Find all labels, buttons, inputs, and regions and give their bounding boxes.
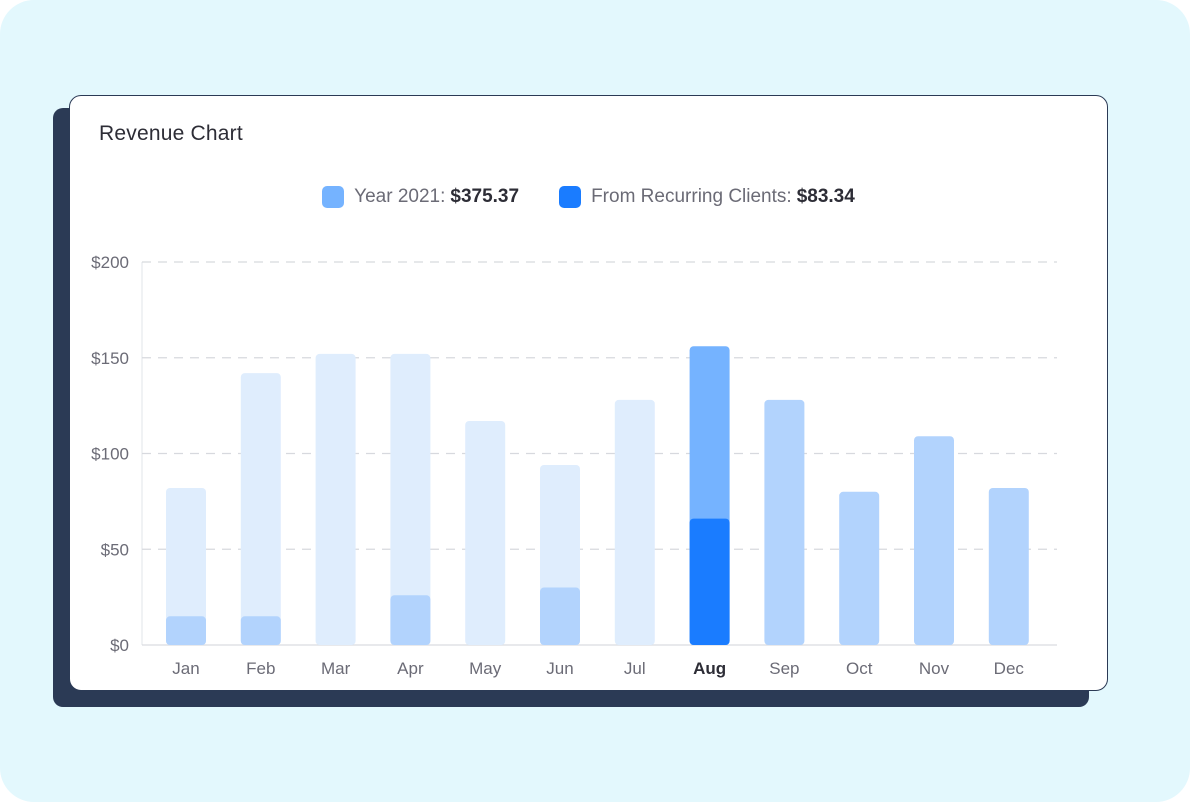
- legend-item-recurring-clients[interactable]: From Recurring Clients: $83.34: [559, 186, 855, 208]
- bar-recurring-jun[interactable]: [540, 587, 580, 645]
- y-tick-label: $200: [91, 253, 129, 272]
- legend-value-recurring-clients: $83.34: [796, 186, 855, 207]
- bar-chart-plot: $0 $50 $100 $150 $200 Jan Feb Mar Apr May Jun Jul Au…: [91, 253, 1057, 678]
- bar-recurring-feb[interactable]: [240, 616, 281, 645]
- x-tick-label-nov: Nov: [919, 659, 950, 678]
- bar-recurring-aug[interactable]: [689, 518, 730, 645]
- bar-total-sep[interactable]: [764, 399, 805, 645]
- chart-legend: Year 2021: $375.37 From Recurring Client…: [70, 186, 1107, 208]
- x-tick-label-apr: Apr: [397, 659, 424, 678]
- legend-swatch-recurring-clients: [559, 186, 582, 208]
- x-tick-label-mar: Mar: [321, 659, 351, 678]
- x-tick-label-may: May: [469, 659, 502, 678]
- bar-total-dec[interactable]: [988, 487, 1029, 645]
- legend-label-recurring-clients: From Recurring Clients: [591, 186, 787, 207]
- bar-total-jul[interactable]: [614, 399, 655, 645]
- bar-total-may[interactable]: [465, 420, 506, 645]
- bar-total-mar[interactable]: [315, 353, 356, 645]
- x-tick-label-jun: Jun: [546, 659, 573, 678]
- legend-item-year-2021[interactable]: Year 2021: $375.37: [322, 186, 519, 208]
- bar-total-apr[interactable]: [390, 353, 431, 645]
- chart-title: Revenue Chart: [99, 122, 243, 145]
- y-tick-label: $150: [91, 349, 129, 368]
- legend-swatch-year-2021: [322, 186, 345, 208]
- y-tick-label: $0: [110, 636, 129, 655]
- bar-total-nov[interactable]: [914, 436, 954, 645]
- x-tick-label-jan: Jan: [172, 659, 199, 678]
- x-tick-label-sep: Sep: [769, 659, 799, 678]
- x-tick-label-oct: Oct: [846, 659, 873, 678]
- legend-value-year-2021: $375.37: [450, 186, 520, 207]
- y-tick-label: $50: [101, 540, 129, 559]
- bar-total-feb[interactable]: [240, 373, 281, 645]
- bar-total-oct[interactable]: [839, 491, 880, 645]
- legend-label-year-2021: Year 2021: [354, 186, 441, 207]
- bar-total-jan[interactable]: [166, 487, 206, 645]
- y-tick-label: $100: [91, 445, 129, 464]
- x-tick-label-aug: Aug: [693, 659, 726, 678]
- bar-recurring-jan[interactable]: [166, 616, 206, 645]
- x-tick-label-feb: Feb: [246, 659, 275, 678]
- x-tick-label-jul: Jul: [624, 659, 646, 678]
- revenue-chart-card: Revenue Chart Year 2021: $375.37 From Re…: [69, 95, 1108, 691]
- x-tick-label-dec: Dec: [994, 659, 1025, 678]
- bar-recurring-apr[interactable]: [390, 595, 431, 645]
